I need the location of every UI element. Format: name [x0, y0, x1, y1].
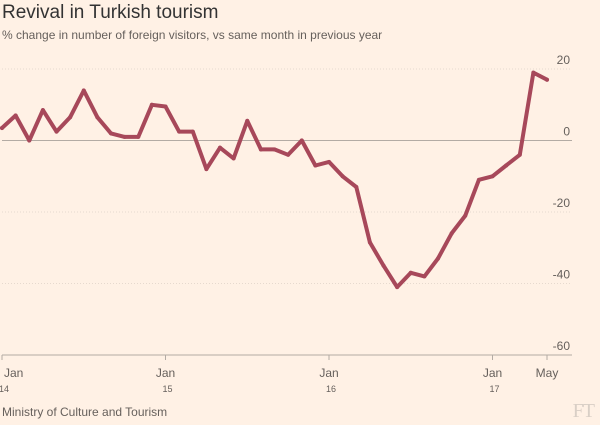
source-note: Ministry of Culture and Tourism: [2, 405, 168, 419]
y-tick-label: 0: [563, 125, 570, 139]
x-tick-label: Jan: [156, 366, 175, 380]
data-point: [258, 147, 263, 152]
data-point: [136, 134, 141, 139]
data-point: [13, 113, 18, 118]
data-point: [286, 152, 291, 157]
data-point: [517, 152, 522, 157]
data-point: [436, 256, 440, 261]
data-point: [367, 240, 372, 245]
chart-subtitle: % change in number of foreign visitors, …: [2, 28, 383, 42]
data-point: [313, 163, 318, 168]
data-point: [340, 174, 345, 179]
data-point: [122, 134, 127, 139]
data-point: [476, 177, 481, 182]
data-point: [177, 129, 182, 134]
data-point: [463, 213, 468, 218]
data-point: [231, 156, 236, 161]
data-point: [408, 270, 413, 275]
x-tick-year: 14: [0, 384, 9, 394]
data-point: [490, 174, 495, 179]
data-point: [504, 163, 509, 168]
data-point: [381, 263, 386, 268]
data-point: [272, 147, 277, 152]
x-axis: Jan 14 Jan 15 Jan 16 Jan 17 May: [0, 354, 572, 394]
data-point: [422, 274, 427, 279]
chart-title: Revival in Turkish tourism: [2, 2, 219, 23]
series-group: [0, 70, 549, 290]
x-tick-year: 16: [326, 384, 336, 394]
y-tick-label: -40: [553, 268, 571, 282]
x-tick-label: Jan: [4, 366, 23, 380]
data-point: [395, 285, 400, 290]
data-point: [449, 231, 454, 236]
data-point: [245, 118, 250, 123]
data-point: [40, 108, 45, 113]
x-tick-label: Jan: [483, 366, 502, 380]
x-tick-year: 15: [163, 384, 173, 394]
data-point: [299, 138, 304, 143]
data-point: [95, 115, 100, 120]
data-point: [27, 138, 32, 143]
data-point: [149, 102, 154, 107]
series-line: [0, 70, 549, 290]
data-point: [81, 88, 86, 93]
x-tick-label: Jan: [319, 366, 338, 380]
data-point: [68, 115, 73, 120]
data-point: [109, 131, 113, 136]
y-axis: 20 0 -20 -40 -60: [553, 53, 571, 353]
data-point: [354, 184, 359, 189]
data-point: [531, 70, 536, 75]
x-tick-label: May: [536, 366, 559, 380]
y-tick-label: -60: [553, 339, 571, 353]
data-point: [190, 129, 195, 134]
data-point: [0, 125, 4, 130]
data-point: [218, 145, 222, 150]
y-tick-label: 20: [557, 53, 571, 67]
data-point: [545, 77, 549, 82]
data-point: [54, 129, 59, 134]
gridlines: [2, 68, 572, 356]
data-point: [163, 104, 168, 109]
data-point: [327, 159, 331, 164]
y-tick-label: -20: [553, 196, 571, 210]
data-point: [204, 167, 209, 172]
ft-logo: FT: [572, 400, 595, 422]
x-tick-year: 17: [490, 384, 500, 394]
